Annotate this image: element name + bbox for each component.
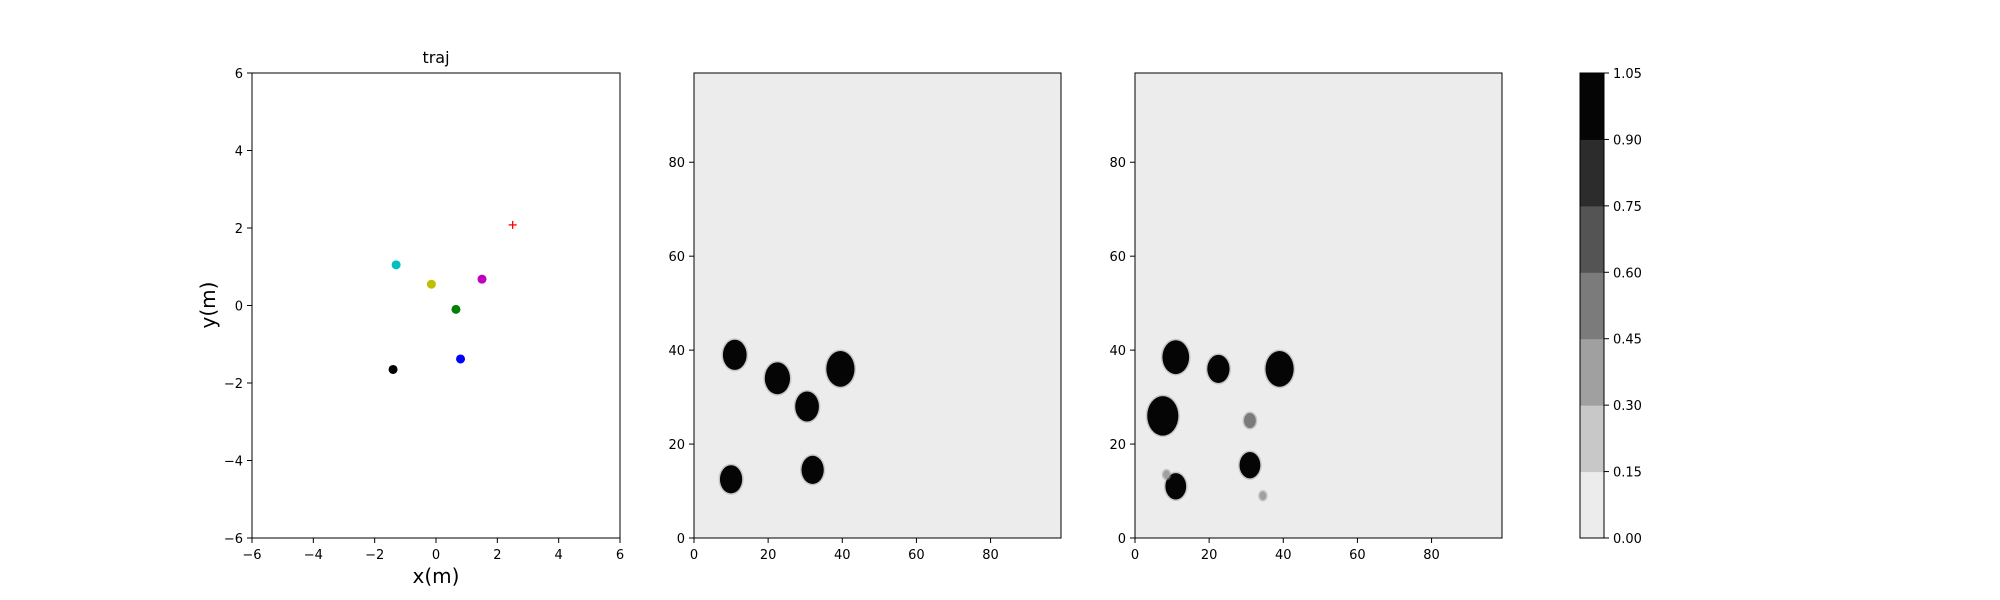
x-tick-label: −4	[304, 548, 323, 563]
colorbar-tick-label: 0.00	[1613, 532, 1642, 547]
colorbar-tick-label: 0.15	[1613, 466, 1642, 481]
obstacle-blob	[1259, 491, 1267, 500]
goal-plus-marker	[508, 220, 517, 229]
traj-points	[388, 220, 517, 374]
map2-frame	[1134, 72, 1503, 539]
y-tick-label: −2	[224, 377, 243, 392]
agent-point	[477, 274, 487, 284]
x-tick-label: 2	[493, 548, 501, 563]
traj-x-ticks: −6 −4 −2 0 2 4 6	[242, 538, 624, 563]
colorbar-tick-label: 0.60	[1613, 266, 1642, 281]
occupancy-map-panel: 0 20 40 60 80 0 20 40 60 80	[668, 72, 1062, 563]
traj-panel: traj −6 −4 −2 0 2 4 6 −6 −4 −2 0 2 4 6 x(m) y(m)	[196, 48, 624, 588]
traj-y-ticks: −6 −4 −2 0 2 4 6	[224, 67, 252, 547]
agent-point	[388, 364, 398, 374]
map2-y-ticks: 0 20 40 60 80	[1109, 156, 1135, 547]
x-tick-label: 40	[834, 548, 851, 563]
traj-y-label: y(m)	[196, 282, 220, 329]
y-tick-label: 0	[235, 300, 243, 315]
map1-background	[694, 73, 1061, 538]
y-tick-label: 60	[668, 250, 685, 265]
colorbar-tick-label: 1.05	[1613, 67, 1642, 82]
colorbar-tick-label: 0.45	[1613, 333, 1642, 348]
traj-plot-frame	[251, 72, 621, 539]
x-tick-label: 6	[616, 548, 624, 563]
colorbar-swatch	[1580, 272, 1604, 340]
map2-blobs	[1145, 338, 1296, 502]
obstacle-blob	[722, 339, 747, 370]
x-tick-label: 0	[432, 548, 440, 563]
obstacle-blob	[719, 465, 743, 494]
colorbar-swatch	[1580, 405, 1604, 473]
x-tick-label: 20	[1201, 548, 1218, 563]
obstacle-blob	[1207, 354, 1230, 383]
traj-x-label: x(m)	[413, 564, 460, 588]
y-tick-label: 80	[1109, 156, 1126, 171]
y-tick-label: −6	[224, 532, 243, 547]
y-tick-label: 2	[235, 222, 243, 237]
y-tick-label: −4	[224, 455, 243, 470]
obstacle-blob	[1239, 452, 1261, 479]
y-tick-label: 20	[668, 438, 685, 453]
x-tick-label: 4	[555, 548, 563, 563]
y-tick-label: 4	[235, 145, 243, 160]
colorbar-swatch	[1580, 73, 1604, 140]
y-tick-label: 6	[235, 67, 243, 82]
y-tick-label: 60	[1109, 250, 1126, 265]
y-tick-label: 20	[1109, 438, 1126, 453]
x-tick-label: 0	[1131, 548, 1139, 563]
x-tick-label: 80	[982, 548, 999, 563]
x-tick-label: 40	[1275, 548, 1292, 563]
agent-point	[451, 304, 461, 314]
map2-background	[1135, 73, 1502, 538]
map1-x-ticks: 0 20 40 60 80	[690, 538, 999, 563]
x-tick-label: −2	[365, 548, 384, 563]
agent-point	[391, 260, 401, 270]
x-tick-label: 60	[1349, 548, 1366, 563]
colorbar-swatch	[1580, 139, 1604, 207]
obstacle-blob	[1163, 470, 1170, 479]
obstacle-blob	[795, 391, 819, 422]
obstacle-blob	[1147, 396, 1179, 436]
obstacle-blob	[1243, 413, 1256, 429]
obstacle-blob	[764, 362, 791, 395]
traj-title: traj	[422, 48, 449, 67]
y-tick-label: 40	[668, 344, 685, 359]
colorbar-swatch	[1580, 471, 1604, 539]
agent-point	[426, 279, 436, 289]
colorbar-swatch	[1580, 205, 1604, 273]
y-tick-label: 40	[1109, 344, 1126, 359]
map1-y-ticks: 0 20 40 60 80	[668, 156, 694, 547]
y-tick-label: 80	[668, 156, 685, 171]
traj-plot-area	[252, 73, 620, 538]
y-tick-label: 0	[1118, 532, 1126, 547]
x-tick-label: 20	[760, 548, 777, 563]
obstacle-blob	[826, 351, 855, 387]
agent-point	[456, 354, 466, 364]
colorbar-swatches	[1580, 73, 1604, 539]
obstacle-blob	[801, 455, 824, 484]
obstacle-blob	[1265, 351, 1294, 387]
colorbar: 0.00 0.15 0.30 0.45 0.60 0.75 0.90 1.05	[1579, 67, 1642, 547]
map1-frame	[693, 72, 1062, 539]
colorbar-frame	[1579, 72, 1605, 539]
colorbar-ticks: 0.00 0.15 0.30 0.45 0.60 0.75 0.90 1.05	[1604, 67, 1642, 547]
map1-blobs	[718, 338, 857, 495]
predicted-map-panel: 0 20 40 60 80 0 20 40 60 80	[1109, 72, 1503, 563]
colorbar-tick-label: 0.30	[1613, 399, 1642, 414]
map2-x-ticks: 0 20 40 60 80	[1131, 538, 1440, 563]
obstacle-blob	[1162, 340, 1190, 375]
colorbar-swatch	[1580, 338, 1604, 406]
obstacle-blob	[1165, 473, 1187, 500]
y-tick-label: 0	[677, 532, 685, 547]
colorbar-tick-label: 0.75	[1613, 200, 1642, 215]
colorbar-tick-label: 0.90	[1613, 133, 1642, 148]
x-tick-label: 60	[908, 548, 925, 563]
x-tick-label: −6	[242, 548, 261, 563]
x-tick-label: 0	[690, 548, 698, 563]
x-tick-label: 80	[1423, 548, 1440, 563]
